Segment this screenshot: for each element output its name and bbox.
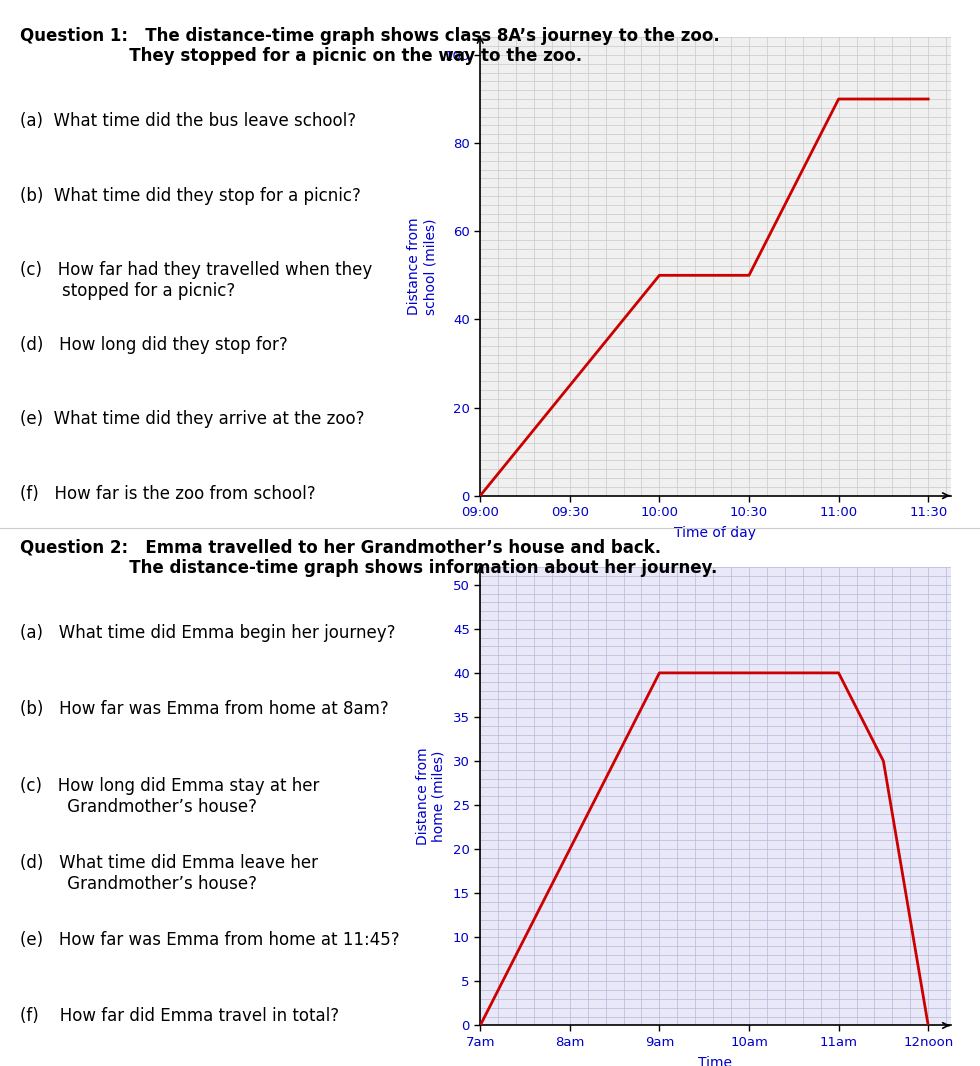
Text: Question 1:   The distance-time graph shows class 8A’s journey to the zoo.
     : Question 1: The distance-time graph show…	[20, 27, 719, 65]
Text: (f)    How far did Emma travel in total?: (f) How far did Emma travel in total?	[20, 1007, 339, 1025]
Text: (e)  What time did they arrive at the zoo?: (e) What time did they arrive at the zoo…	[20, 410, 365, 429]
Y-axis label: Distance from
school (miles): Distance from school (miles)	[408, 217, 438, 316]
Text: (c)   How far had they travelled when they
        stopped for a picnic?: (c) How far had they travelled when they…	[20, 261, 371, 300]
Text: (b)  What time did they stop for a picnic?: (b) What time did they stop for a picnic…	[20, 187, 361, 205]
Y-axis label: Distance from
home (miles): Distance from home (miles)	[416, 747, 446, 845]
Text: (e)   How far was Emma from home at 11:45?: (e) How far was Emma from home at 11:45?	[20, 931, 399, 949]
X-axis label: Time of day: Time of day	[674, 526, 757, 540]
Text: (d)   How long did they stop for?: (d) How long did they stop for?	[20, 336, 287, 354]
Text: (d)   What time did Emma leave her
         Grandmother’s house?: (d) What time did Emma leave her Grandmo…	[20, 854, 318, 892]
Text: (a)   What time did Emma begin her journey?: (a) What time did Emma begin her journey…	[20, 624, 395, 642]
X-axis label: Time: Time	[699, 1055, 732, 1066]
Text: (f)   How far is the zoo from school?: (f) How far is the zoo from school?	[20, 485, 316, 503]
Text: Question 2:   Emma travelled to her Grandmother’s house and back.
              : Question 2: Emma travelled to her Grandm…	[20, 538, 717, 577]
Text: (a)  What time did the bus leave school?: (a) What time did the bus leave school?	[20, 112, 356, 130]
Text: (b)   How far was Emma from home at 8am?: (b) How far was Emma from home at 8am?	[20, 700, 388, 718]
Text: (c)   How long did Emma stay at her
         Grandmother’s house?: (c) How long did Emma stay at her Grandm…	[20, 777, 318, 815]
